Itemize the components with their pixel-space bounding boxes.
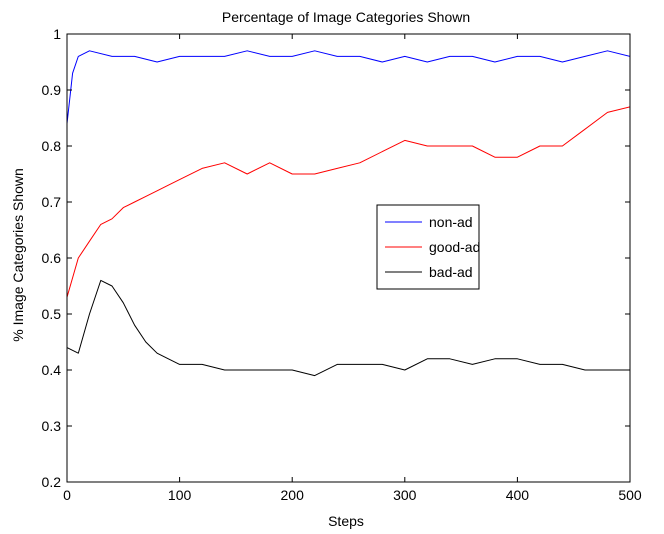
legend-label-bad-ad: bad-ad bbox=[429, 264, 473, 280]
x-tick-label: 300 bbox=[393, 487, 417, 503]
x-tick-label: 400 bbox=[506, 487, 530, 503]
legend-label-good-ad: good-ad bbox=[429, 239, 480, 255]
y-tick-label: 0.9 bbox=[42, 82, 62, 98]
y-tick-label: 0.5 bbox=[42, 306, 62, 322]
y-tick-label: 1 bbox=[53, 26, 61, 42]
x-tick-label: 0 bbox=[63, 487, 71, 503]
series-line-good-ad bbox=[67, 106, 630, 298]
x-axis-label: Steps bbox=[328, 513, 364, 529]
series-group bbox=[67, 50, 630, 377]
x-tick-label: 100 bbox=[168, 487, 192, 503]
plot-area: 0 100 200 300 400 500 0.2 0.3 0.4 0.5 0.6 0.7 0.8 0.9… bbox=[42, 26, 642, 503]
y-tick-label: 0.8 bbox=[42, 138, 62, 154]
y-tick-label: 0.4 bbox=[42, 362, 62, 378]
y-tick-label: 0.3 bbox=[42, 418, 62, 434]
legend-label-non-ad: non-ad bbox=[429, 214, 473, 230]
y-axis-label: % Image Categories Shown bbox=[10, 168, 26, 342]
chart-title: Percentage of Image Categories Shown bbox=[222, 9, 470, 25]
series-line-bad-ad bbox=[67, 279, 630, 377]
y-tick-label: 0.6 bbox=[42, 250, 62, 266]
y-tick-label: 0.7 bbox=[42, 194, 62, 210]
x-tick-label: 500 bbox=[618, 487, 642, 503]
y-tick-label: 0.2 bbox=[42, 474, 62, 490]
legend: non-ad good-ad bad-ad bbox=[376, 204, 480, 290]
x-tick-label: 200 bbox=[281, 487, 305, 503]
series-line-non-ad bbox=[67, 50, 630, 124]
